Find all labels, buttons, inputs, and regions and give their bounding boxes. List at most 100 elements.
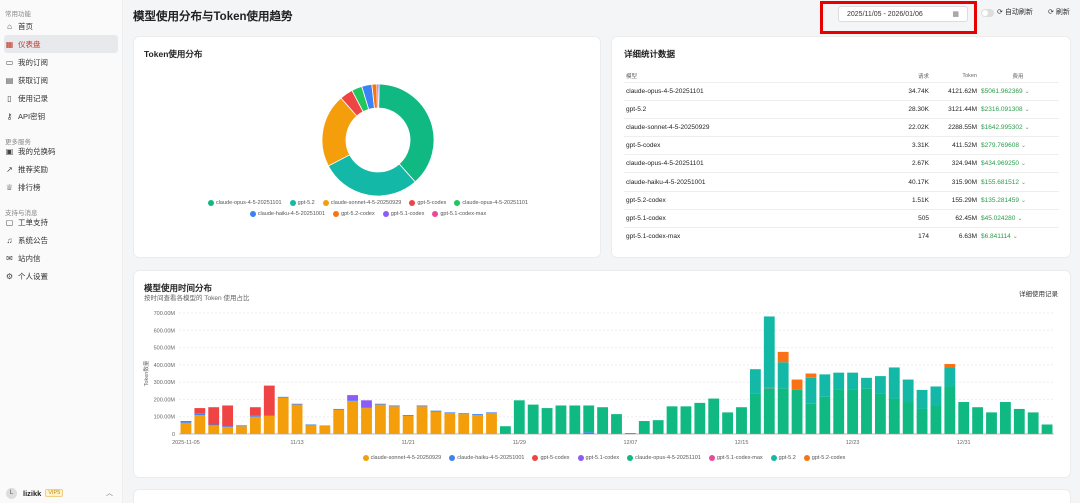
cost-cell[interactable]: $2316.091308 ⌄ bbox=[977, 99, 1059, 119]
bar-segment[interactable] bbox=[847, 372, 859, 390]
bar-segment[interactable] bbox=[888, 433, 900, 434]
bar-segment[interactable] bbox=[611, 433, 622, 434]
bar-segment[interactable] bbox=[486, 412, 497, 414]
bar-segment[interactable] bbox=[583, 432, 595, 434]
bar-segment[interactable] bbox=[944, 367, 956, 387]
chevron-down-icon[interactable]: ⌄ bbox=[1024, 124, 1030, 131]
sidebar-item-dashboard[interactable]: ▦ 仪表盘 bbox=[4, 35, 118, 53]
bar-segment[interactable] bbox=[972, 433, 984, 434]
bar-segment[interactable] bbox=[736, 433, 747, 434]
bar-segment[interactable] bbox=[402, 414, 414, 416]
bar-segment[interactable] bbox=[805, 377, 817, 404]
bar-segment[interactable] bbox=[888, 398, 900, 434]
bar-segment[interactable] bbox=[194, 413, 206, 415]
bar-segment[interactable] bbox=[277, 396, 289, 398]
bar-segment[interactable] bbox=[819, 374, 831, 397]
bar-segment[interactable] bbox=[1013, 433, 1025, 434]
bar-segment[interactable] bbox=[624, 433, 636, 434]
chevron-up-icon[interactable]: ︿ bbox=[106, 490, 113, 497]
bar-segment[interactable] bbox=[208, 425, 220, 434]
bar-segment[interactable] bbox=[374, 404, 386, 434]
cost-cell[interactable]: $135.281459 ⌄ bbox=[977, 190, 1059, 210]
bar-segment[interactable] bbox=[208, 424, 220, 426]
bar-segment[interactable] bbox=[194, 408, 206, 414]
bar-segment[interactable] bbox=[833, 389, 845, 434]
chevron-down-icon[interactable]: ⌄ bbox=[1020, 197, 1026, 204]
bar-segment[interactable] bbox=[902, 433, 914, 434]
sidebar-item-gear[interactable]: ⚙ 个人设置 bbox=[4, 267, 118, 285]
user-profile[interactable]: L lizikk VIP5 ︿ bbox=[0, 483, 123, 503]
bar-segment[interactable] bbox=[486, 413, 497, 434]
bar-segment[interactable] bbox=[222, 427, 234, 434]
bar-segment[interactable] bbox=[236, 425, 247, 427]
sidebar-item-subscription[interactable]: ▭ 我的订阅 bbox=[4, 53, 118, 71]
bar-segment[interactable] bbox=[666, 433, 678, 434]
legend-item[interactable]: gpt-5.2 bbox=[289, 200, 315, 206]
bar-segment[interactable] bbox=[791, 433, 803, 434]
bar-segment[interactable] bbox=[874, 433, 886, 434]
bar-segment[interactable] bbox=[986, 433, 997, 434]
bar-segment[interactable] bbox=[722, 433, 734, 434]
bar-segment[interactable] bbox=[763, 388, 775, 434]
bar-segment[interactable] bbox=[916, 433, 928, 434]
bar-segment[interactable] bbox=[861, 377, 872, 389]
cost-cell[interactable]: $279.769608 ⌄ bbox=[977, 136, 1059, 155]
bar-segment[interactable] bbox=[180, 422, 192, 434]
bar-segment[interactable] bbox=[597, 433, 609, 434]
cost-cell[interactable]: $5061.962369 ⌄ bbox=[977, 81, 1059, 101]
bar-segment[interactable] bbox=[305, 424, 317, 426]
bar-segment[interactable] bbox=[416, 405, 428, 407]
bar-segment[interactable] bbox=[444, 413, 456, 434]
bar-segment[interactable] bbox=[944, 386, 956, 434]
chevron-down-icon[interactable]: ⌄ bbox=[1020, 179, 1026, 186]
bar-segment[interactable] bbox=[805, 403, 817, 434]
legend-item[interactable]: claude-haiku-4-5-20251001 bbox=[249, 211, 325, 217]
bar-segment[interactable] bbox=[763, 433, 775, 434]
bar-segment[interactable] bbox=[319, 425, 331, 434]
sidebar-item-home[interactable]: ⌂ 首页 bbox=[4, 17, 118, 35]
bar-segment[interactable] bbox=[722, 412, 734, 434]
sidebar-item-message[interactable]: ▢ 工单支持 bbox=[4, 213, 118, 231]
bar-segment[interactable] bbox=[347, 401, 359, 434]
bar-segment[interactable] bbox=[361, 400, 372, 408]
bar-segment[interactable] bbox=[874, 376, 886, 394]
bar-segment[interactable] bbox=[541, 433, 553, 434]
legend-item[interactable]: gpt-5-codex bbox=[409, 200, 446, 206]
bar-segment[interactable] bbox=[749, 369, 761, 394]
bar-segment[interactable] bbox=[777, 362, 789, 389]
bar-segment[interactable] bbox=[930, 433, 942, 434]
bar-segment[interactable] bbox=[999, 402, 1011, 434]
bar-segment[interactable] bbox=[833, 433, 845, 434]
bar-segment[interactable] bbox=[708, 433, 720, 434]
table-row[interactable]: gpt-5.2 28.30K 3121.44M $2316.091308 ⌄ bbox=[624, 99, 1059, 119]
sidebar-item-trophy[interactable]: ♕ 排行榜 bbox=[4, 178, 118, 196]
table-row[interactable]: gpt-5-codex 3.31K 411.52M $279.769608 ⌄ bbox=[624, 136, 1059, 155]
bar-segment[interactable] bbox=[791, 389, 803, 434]
bar-segment[interactable] bbox=[555, 433, 567, 434]
bar-segment[interactable] bbox=[347, 400, 359, 402]
bar-segment[interactable] bbox=[513, 433, 525, 434]
bar-segment[interactable] bbox=[291, 403, 303, 405]
legend-item[interactable]: gpt-5.1-codex bbox=[577, 455, 619, 461]
bar-segment[interactable] bbox=[194, 414, 206, 434]
legend-item[interactable]: claude-opus-4-5-20251101 bbox=[207, 200, 282, 206]
bar-segment[interactable] bbox=[930, 386, 942, 406]
bar-segment[interactable] bbox=[805, 433, 817, 434]
bar-segment[interactable] bbox=[680, 406, 692, 434]
bar-segment[interactable] bbox=[819, 433, 831, 434]
bar-segment[interactable] bbox=[430, 410, 442, 412]
donut-slice[interactable] bbox=[378, 83, 435, 183]
bar-segment[interactable] bbox=[458, 413, 470, 415]
table-row[interactable]: gpt-5.2-codex 1.51K 155.29M $135.281459 ⌄ bbox=[624, 190, 1059, 210]
bar-segment[interactable] bbox=[611, 414, 622, 434]
bar-segment[interactable] bbox=[652, 433, 664, 434]
bar-segment[interactable] bbox=[249, 416, 261, 434]
bar-segment[interactable] bbox=[708, 398, 720, 434]
legend-item[interactable]: claude-opus-4-5-20251101 bbox=[454, 200, 528, 206]
table-row[interactable]: gpt-5.1-codex 505 62.45M $45.024280 ⌄ bbox=[624, 208, 1059, 228]
bar-segment[interactable] bbox=[916, 389, 928, 409]
bar-segment[interactable] bbox=[263, 415, 275, 434]
bar-segment[interactable] bbox=[222, 426, 234, 428]
bar-segment[interactable] bbox=[222, 405, 234, 427]
bar-segment[interactable] bbox=[249, 415, 261, 417]
